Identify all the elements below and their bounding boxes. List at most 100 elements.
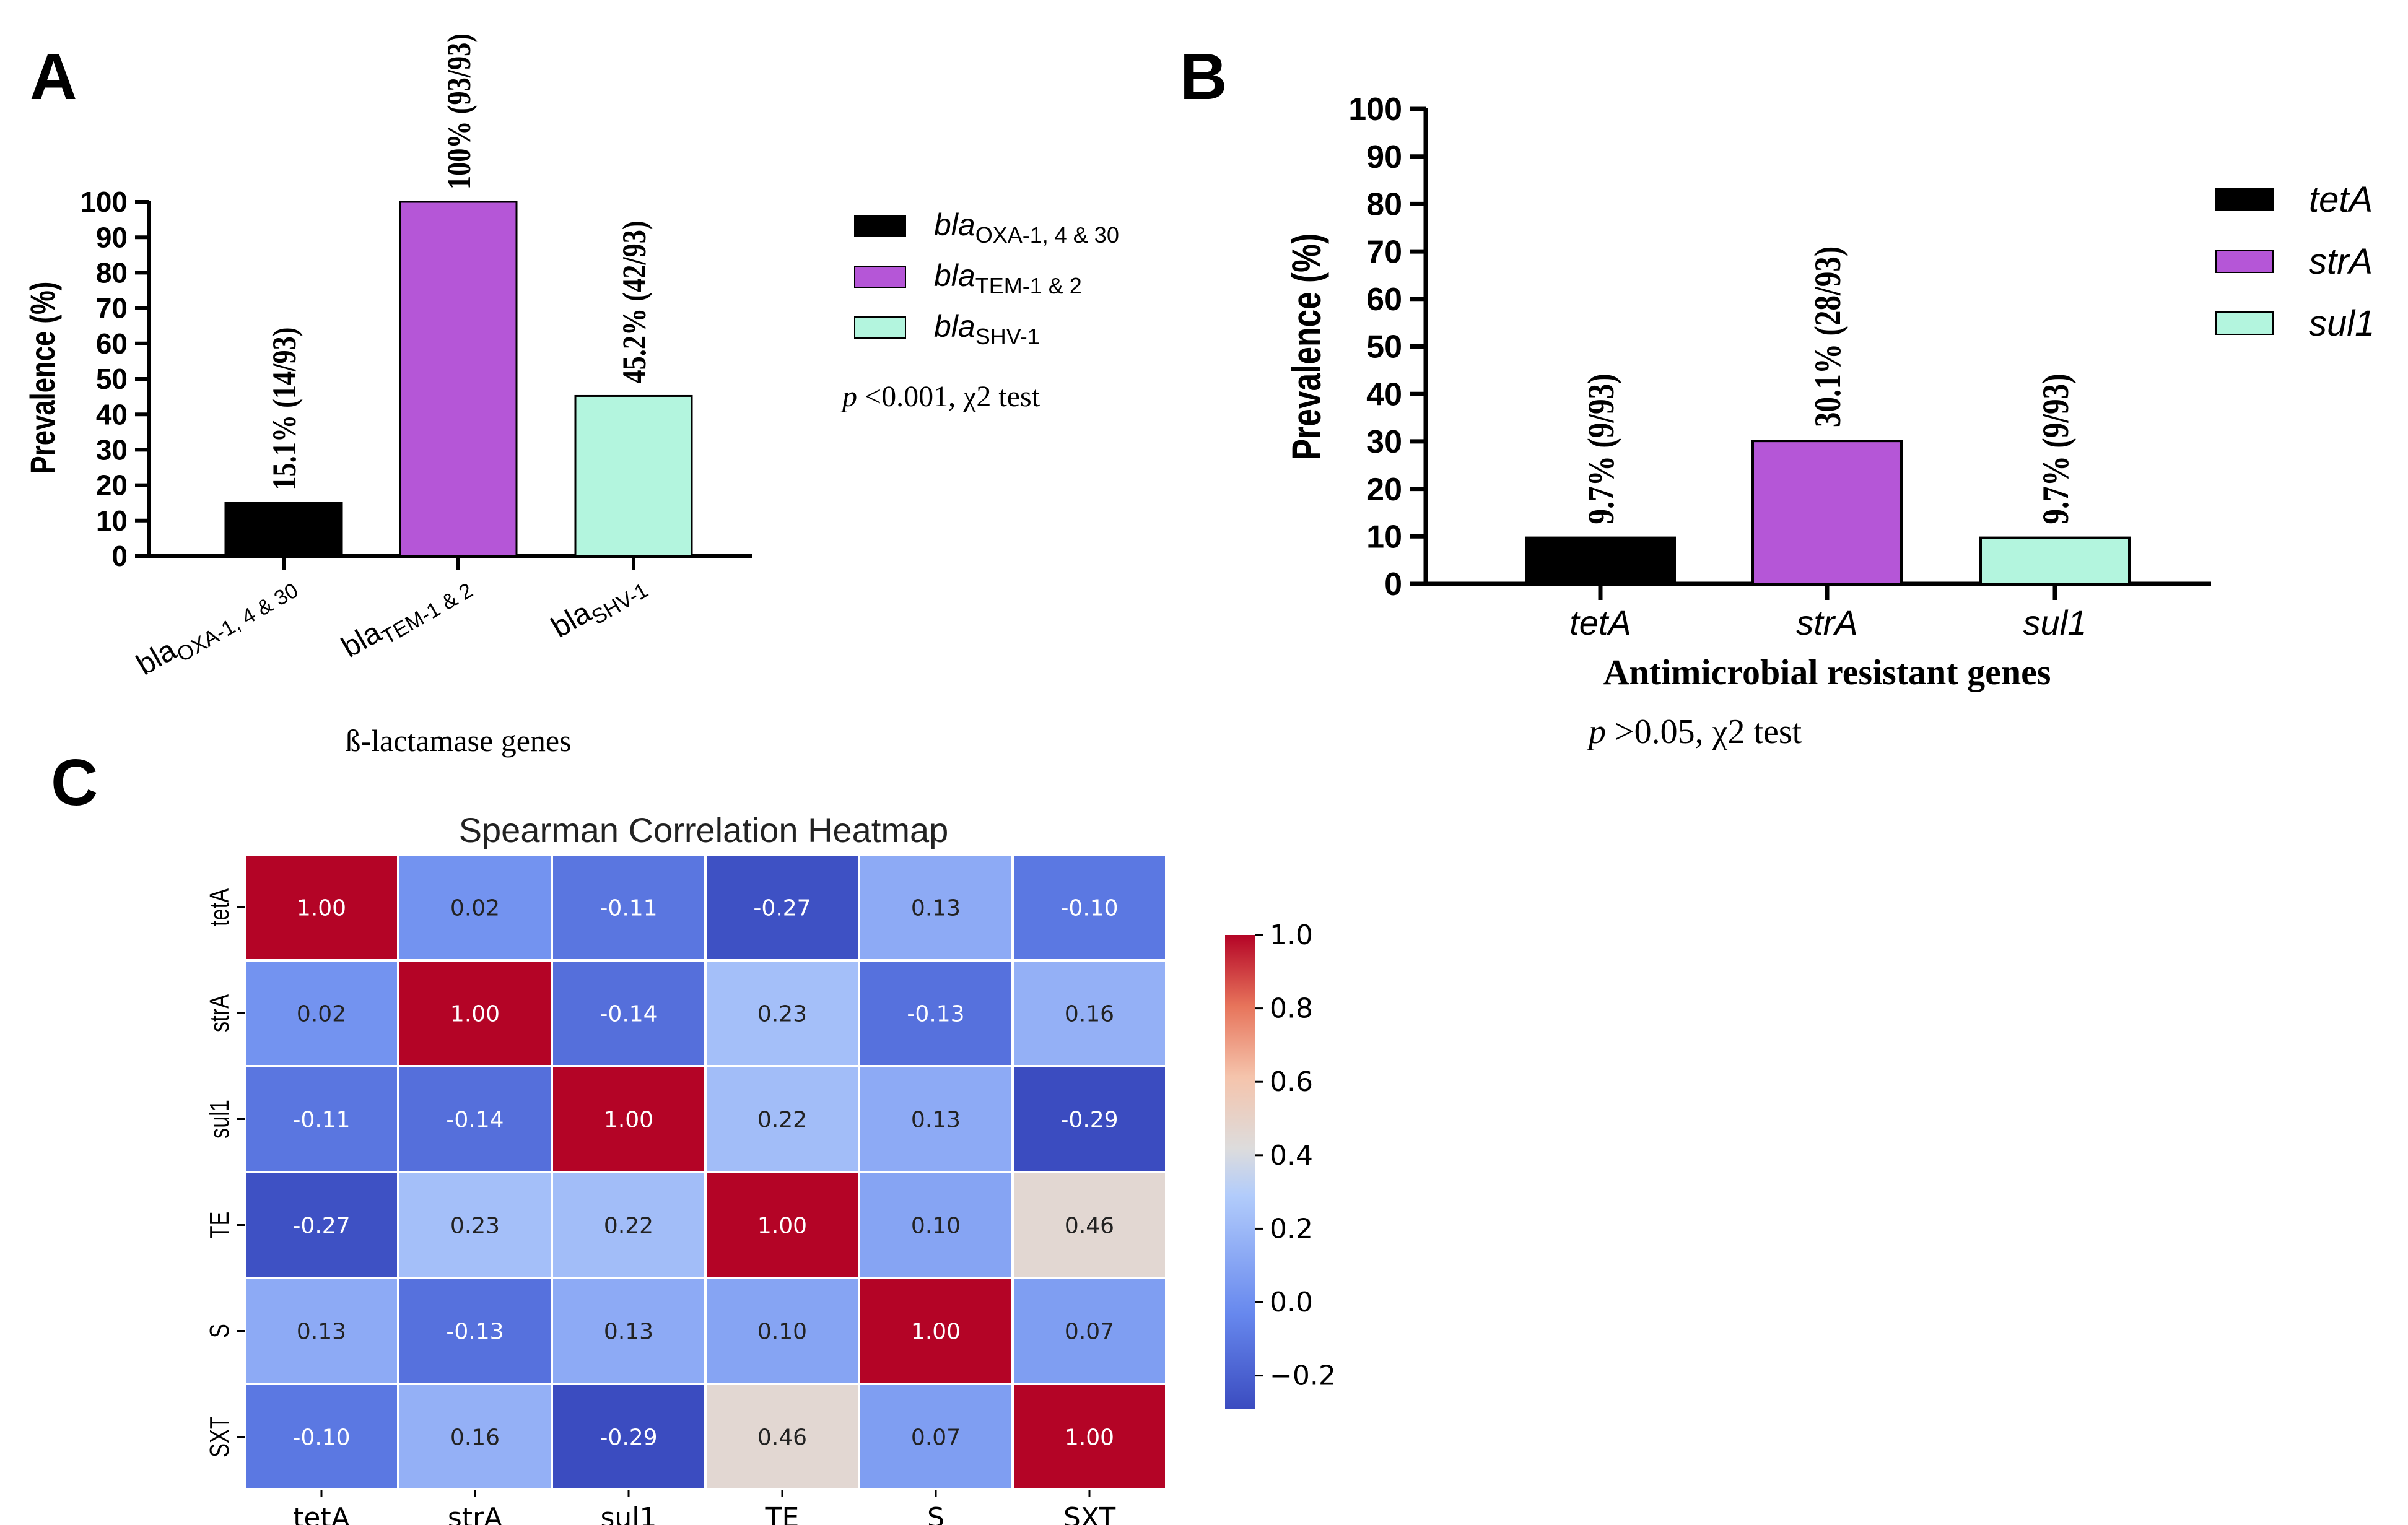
c-cell-value: -0.27: [292, 1214, 350, 1239]
panel-b-bar-chart: 0 10 20 30 40 50 60 70 80 90 100 9.7% (9/93) 30.1% …: [1283, 92, 2375, 751]
c-colorbar-tick-label: 1.0: [1270, 919, 1313, 951]
c-cell-value: 0.22: [604, 1214, 653, 1239]
c-cell-value: -0.29: [1060, 1108, 1118, 1133]
a-y-tick-label: 50: [96, 363, 128, 395]
c-cell-value: 0.22: [757, 1108, 807, 1133]
a-legend-label: blaTEM-1 & 2: [934, 258, 1082, 298]
c-cell-value: 0.13: [911, 1108, 961, 1133]
b-y-tick-label: 50: [1366, 329, 1402, 365]
c-cell-value: -0.10: [1060, 896, 1118, 921]
c-cell-value: 1.00: [297, 896, 346, 921]
c-column-label: strA: [448, 1502, 502, 1525]
b-y-tick-label: 0: [1384, 567, 1402, 602]
c-heatmap-cell: [1011, 959, 1167, 1067]
b-legend-label: tetA: [2309, 180, 2373, 220]
a-legend: blaOXA-1, 4 & 30 blaTEM-1 & 2 blaSHV-1: [854, 207, 1119, 349]
c-cell-value: -0.11: [600, 896, 657, 921]
c-heatmap-cell: [243, 1383, 399, 1491]
b-y-tick-label: 90: [1366, 139, 1402, 175]
a-legend-swatch: [854, 266, 906, 288]
c-cell-value: 1.00: [604, 1108, 653, 1133]
b-legend: tetA strA sul1: [2215, 180, 2375, 344]
c-cell-value: -0.10: [292, 1425, 350, 1451]
b-y-tick-label: 40: [1366, 376, 1402, 412]
b-p-value-annotation: p >0.05, χ2 test: [1586, 713, 1802, 751]
c-cell-value: 0.10: [757, 1319, 807, 1345]
a-x-tick-label: blaTEM-1 & 2: [336, 566, 477, 669]
c-cell-value: -0.14: [600, 1002, 657, 1027]
c-heatmap-cell: [551, 853, 707, 962]
c-heatmap-cell: [704, 1383, 860, 1491]
c-heatmap-cell: [551, 1171, 707, 1279]
c-colorbar: [1225, 935, 1255, 1409]
b-x-axis-label: Antimicrobial resistant genes: [1603, 652, 2051, 692]
c-heatmap-cell: [858, 1171, 1014, 1279]
c-cell-value: 0.07: [1065, 1319, 1114, 1345]
b-x-tick-label: sul1: [2023, 603, 2087, 642]
c-cell-value: 0.07: [911, 1425, 961, 1451]
c-row-labels: tetA strA sul1 TE S SXT: [204, 888, 245, 1458]
c-cell-value: 0.13: [604, 1319, 653, 1345]
c-row-label: sul1: [204, 1100, 235, 1139]
c-cell-value: 0.13: [911, 896, 961, 921]
b-bar: [1525, 536, 1676, 586]
c-colorbar-tick-label: 0.2: [1270, 1213, 1313, 1245]
b-data-label: 30.1% (28/93): [1807, 246, 1848, 427]
a-data-label: 100% (93/93): [440, 33, 478, 189]
a-y-axis-label: Prevalence (%): [24, 282, 62, 474]
c-cell-value: -0.13: [907, 1002, 964, 1027]
c-cell-value: 0.16: [1065, 1002, 1114, 1027]
panel-letter-b: B: [1180, 40, 1228, 113]
c-heatmap-cell: [243, 959, 399, 1067]
c-cell-value: 0.10: [911, 1214, 961, 1239]
c-column-labels: tetA strA sul1 TE S SXT: [293, 1490, 1115, 1525]
a-y-tick-label: 40: [96, 398, 128, 430]
b-y-tick-label: 10: [1366, 519, 1402, 555]
c-cell-value: 0.13: [297, 1319, 346, 1345]
c-column-label: SXT: [1063, 1502, 1115, 1525]
c-cell-value: -0.29: [600, 1425, 657, 1451]
b-data-label: 9.7% (9/93): [2035, 373, 2076, 524]
c-cell-value: 0.02: [450, 896, 500, 921]
c-heatmap-cell: [1011, 1383, 1167, 1491]
c-heatmap-cell: [858, 853, 1014, 962]
b-x-tick-label: strA: [1796, 603, 1858, 642]
a-legend-swatch: [854, 215, 906, 237]
b-y-tick-label: 30: [1366, 424, 1402, 460]
b-bar: [1751, 440, 1903, 585]
a-y-tick-label: 80: [96, 257, 128, 289]
c-cell-value: 0.23: [450, 1214, 500, 1239]
a-y-tick-label: 20: [96, 469, 128, 502]
c-heatmap-cell: [1011, 1065, 1167, 1173]
b-y-tick-label: 60: [1366, 282, 1402, 318]
b-y-tick-label: 80: [1366, 187, 1402, 223]
panel-letter-c: C: [51, 746, 98, 819]
c-colorbar-tick-label: −0.2: [1270, 1360, 1336, 1392]
c-row-label: TE: [204, 1212, 235, 1239]
c-heatmap-cell: [858, 1383, 1014, 1491]
c-column-label: sul1: [600, 1502, 657, 1525]
c-cell-value: -0.14: [446, 1108, 504, 1133]
c-colorbar-tick-label: 0.0: [1270, 1287, 1313, 1318]
a-x-tick-label: blaSHV-1: [546, 566, 652, 650]
a-y-tick-label: 70: [96, 292, 128, 324]
b-x-tick-label: tetA: [1569, 603, 1631, 642]
a-x-tick-label: blaOXA-1, 4 & 30: [131, 566, 302, 687]
a-bars: [224, 201, 693, 557]
b-legend-label: sul1: [2309, 303, 2375, 344]
c-colorbar-ticks: 1.0 0.8 0.6 0.4 0.2 0.0 −0.2: [1255, 919, 1336, 1392]
c-heatmap-cell: [243, 1277, 399, 1385]
c-heatmap-cell: [551, 1065, 707, 1173]
c-cell-value: 1.00: [450, 1002, 500, 1027]
c-heatmap-cell: [551, 1277, 707, 1385]
a-y-tick-label: 100: [80, 186, 128, 218]
c-heatmap-cell: [858, 959, 1014, 1067]
c-cell-value: 1.00: [1065, 1425, 1114, 1451]
c-heatmap-cell: [858, 1277, 1014, 1385]
c-cell-value: 0.16: [450, 1425, 500, 1451]
a-y-tick-label: 60: [96, 328, 128, 360]
c-cell-value: 0.23: [757, 1002, 807, 1027]
c-cell-value: -0.11: [292, 1108, 350, 1133]
a-bar: [399, 201, 518, 557]
b-y-tick-label: 70: [1366, 234, 1402, 270]
